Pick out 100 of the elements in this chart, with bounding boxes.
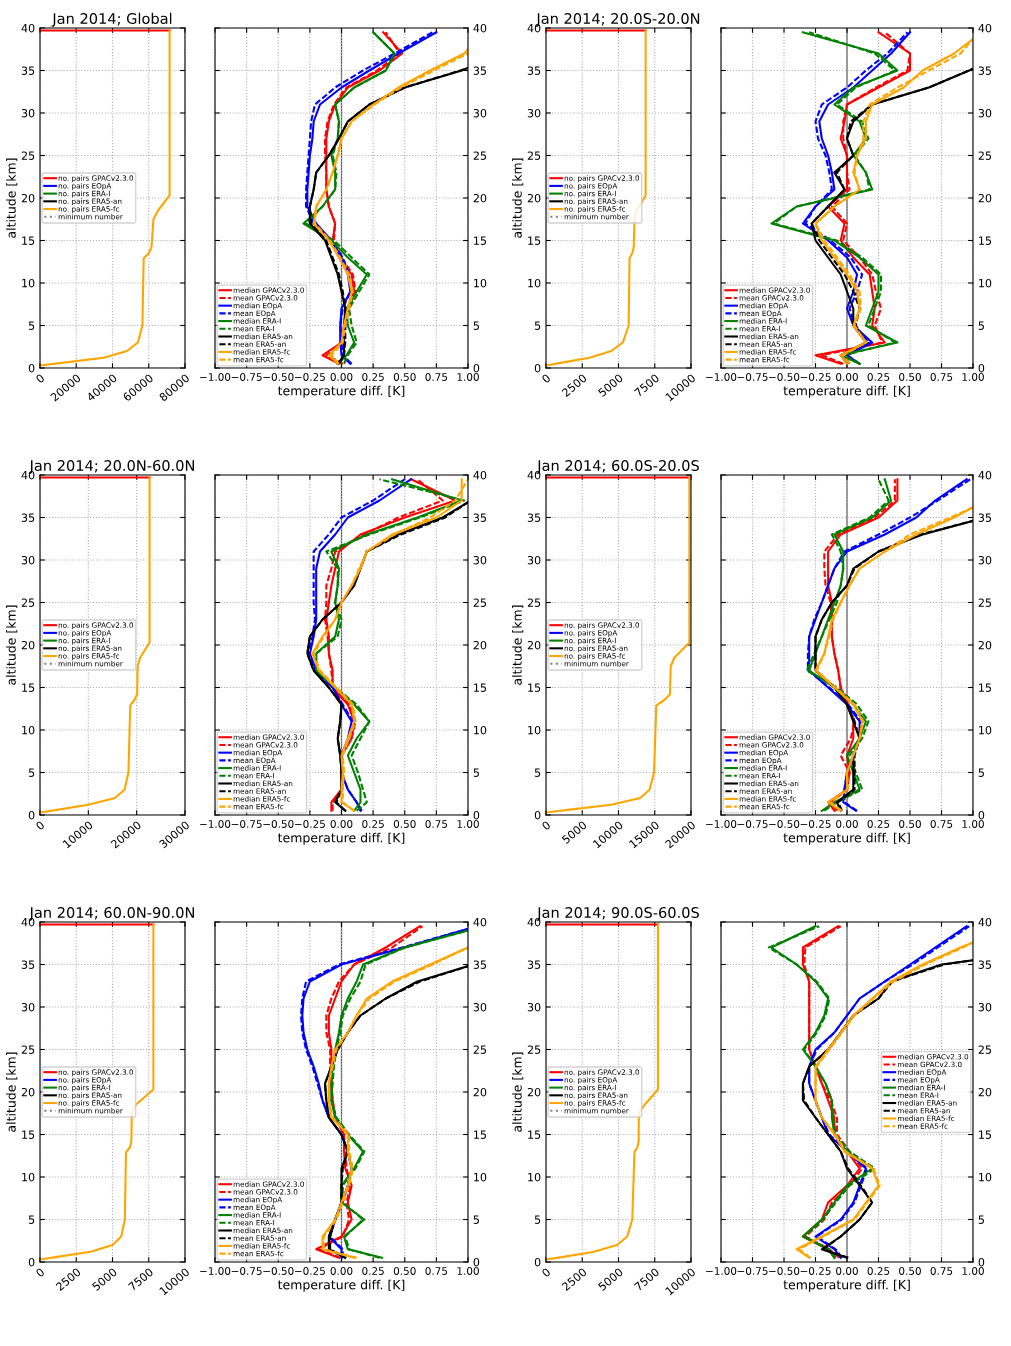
y-tick-label: 15 [528,683,541,692]
y-tick-label: 30 [21,108,35,118]
x-tick-label: −1.00 [706,820,737,828]
x-tick-label: 0.00 [836,373,858,381]
x-tick-label: −0.75 [231,820,262,828]
x-tick-label: −0.50 [769,820,800,828]
x-axis-title: temperature diff. [K] [277,385,405,398]
x-tick-label: −0.75 [231,1267,262,1275]
y-tick-label: 25 [21,151,35,160]
x-tick-label: 0.25 [362,1267,384,1275]
x-tick-label: 0.00 [836,820,858,828]
y-tick-label: 30 [978,1002,992,1012]
x-tick-label: 0.75 [425,820,448,828]
y-tick-label: 35 [473,513,487,522]
y-tick-label: 20 [21,1087,35,1097]
y-tick-label: 20 [978,1087,992,1097]
y-axis-title: altitude [km] [512,1052,524,1132]
y-tick-label: 15 [979,683,992,692]
y-tick-label: 10 [22,725,35,735]
y-tick-label: 40 [978,23,992,33]
x-tick-label: −0.50 [263,1267,294,1275]
y-tick-label: 40 [473,470,487,480]
x-tick-label: −0.75 [231,373,262,381]
y-tick-label: 10 [22,1172,35,1182]
x-axis-title: temperature diff. [K] [783,832,910,845]
y-tick-label: 15 [528,1130,541,1139]
y-tick-label: 40 [21,23,35,33]
y-tick-label: 40 [473,23,487,33]
y-tick-label: 20 [527,640,541,650]
x-tick-label: −0.25 [800,820,831,828]
y-tick-label: 30 [527,108,541,118]
x-tick-label: 1.00 [962,373,984,381]
y-tick-label: 10 [22,278,35,288]
y-tick-label: 0 [28,1257,35,1267]
y-tick-label: 35 [527,66,541,75]
y-tick-label: 15 [979,1130,992,1139]
y-tick-label: 5 [534,1215,541,1224]
y-tick-label: 10 [474,278,487,288]
y-tick-label: 5 [28,321,35,330]
y-tick-label: 0 [978,363,985,373]
y-tick-label: 25 [978,151,992,160]
y-tick-label: 30 [21,1002,35,1012]
x-tick-label: 0.50 [393,373,416,381]
y-tick-label: 15 [474,236,487,245]
x-tick-label: −0.50 [769,1267,800,1275]
x-tick-label: 0.50 [899,820,921,828]
y-tick-label: 5 [473,1215,479,1224]
x-tick-label: 0.25 [867,1267,890,1275]
y-tick-label: 40 [978,470,992,480]
chart-title: Jan 2014; Global [51,12,172,27]
x-tick-label: 0.00 [330,1267,353,1275]
line-series [546,476,691,814]
y-tick-label: 5 [978,321,984,330]
y-tick-label: 35 [978,513,992,522]
x-tick-label: 0.50 [393,1267,416,1275]
y-axis-title: altitude [km] [512,605,524,685]
y-tick-label: 25 [473,151,487,160]
x-tick-label: 0.25 [867,820,890,828]
x-tick-label: −1.00 [200,1267,231,1275]
x-tick-label: 1.00 [457,820,479,828]
y-tick-label: 5 [978,1215,984,1224]
y-tick-label: 30 [978,108,992,118]
y-tick-label: 10 [528,725,541,735]
y-tick-label: 10 [528,278,541,288]
x-tick-label: −1.00 [200,373,231,381]
y-tick-label: 10 [528,1172,541,1182]
y-tick-label: 35 [21,513,35,522]
x-tick-label: 0.75 [930,820,953,828]
y-tick-label: 15 [474,1130,487,1139]
x-tick-label: 0.75 [930,373,953,381]
y-tick-label: 5 [473,768,479,777]
y-tick-label: 35 [21,66,35,75]
x-tick-label: −1.00 [706,373,737,381]
y-tick-label: 0 [534,810,541,820]
x-tick-label: 0 [35,1267,45,1278]
x-tick-label: −1.00 [200,820,231,828]
y-tick-label: 30 [527,1002,541,1012]
x-axis-title: temperature diff. [K] [783,1279,910,1292]
y-tick-label: 0 [534,363,541,373]
y-tick-label: 25 [21,1045,35,1054]
x-tick-label: 0 [35,373,45,384]
y-tick-label: 35 [978,960,992,969]
y-tick-label: 20 [21,193,35,203]
x-tick-label: 0.75 [425,1267,448,1275]
x-tick-label: −0.25 [295,373,325,381]
y-tick-label: 5 [28,768,35,777]
y-tick-label: 15 [474,683,487,692]
y-tick-label: 35 [527,960,541,969]
y-tick-label: 15 [979,236,992,245]
y-axis-title: altitude [km] [512,158,524,238]
y-tick-label: 40 [978,917,992,927]
y-tick-label: 20 [978,640,992,650]
y-tick-label: 10 [474,1172,487,1182]
x-tick-label: 1.00 [457,373,479,381]
y-tick-label: 35 [473,960,487,969]
x-tick-label: 1.00 [962,1267,984,1275]
x-tick-label: 0.50 [899,373,921,381]
y-tick-label: 20 [527,1087,541,1097]
y-tick-label: 10 [474,725,487,735]
y-tick-label: 20 [473,640,487,650]
